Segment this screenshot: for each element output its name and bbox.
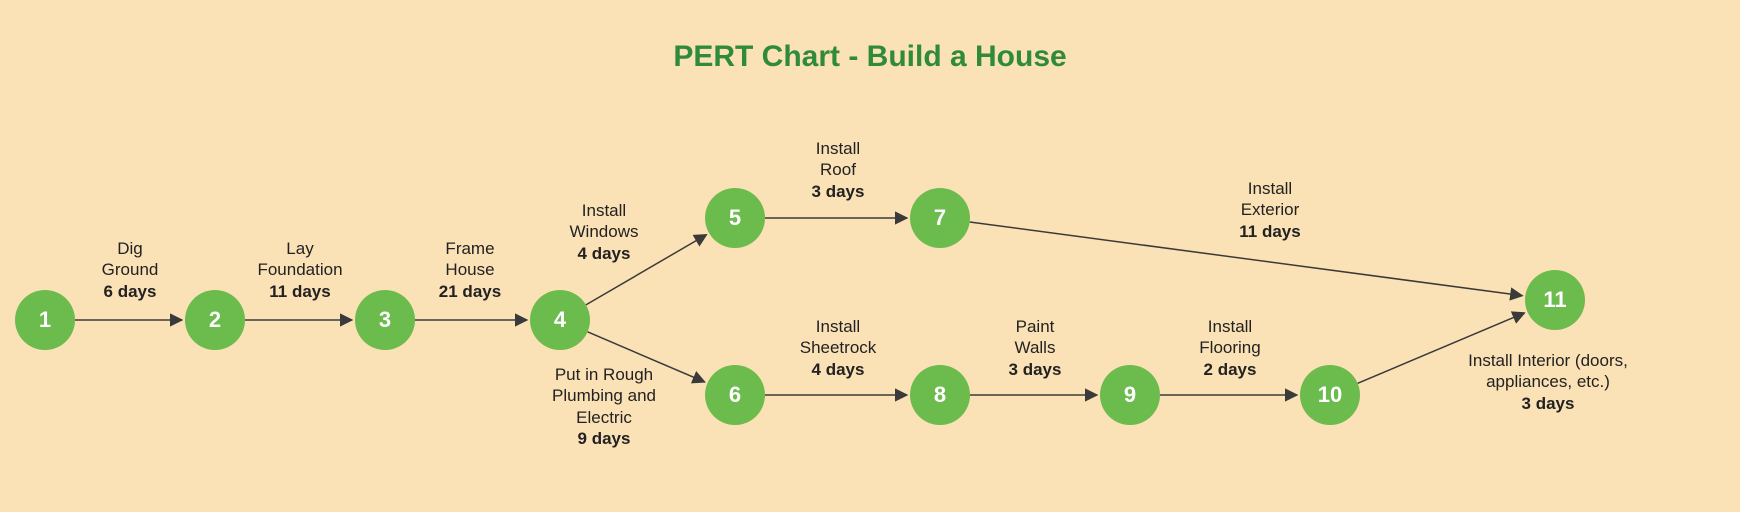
edge-label-10-11: Install Interior (doors,appliances, etc.… — [1468, 350, 1628, 414]
edge-duration: 4 days — [800, 359, 877, 380]
node-7: 7 — [910, 188, 970, 248]
edge-duration: 6 days — [102, 281, 159, 302]
edge-label-9-10: InstallFlooring2 days — [1199, 316, 1260, 380]
edge-task: LayFoundation — [257, 238, 342, 281]
node-11: 11 — [1525, 270, 1585, 330]
edge-task: InstallExterior — [1239, 178, 1300, 221]
edge-duration: 9 days — [552, 428, 656, 449]
edge-label-5-7: InstallRoof3 days — [812, 138, 865, 202]
edge-label-8-9: PaintWalls3 days — [1009, 316, 1062, 380]
edge-label-4-5: InstallWindows4 days — [570, 200, 639, 264]
edge-duration: 3 days — [1468, 393, 1628, 414]
edge-duration: 4 days — [570, 243, 639, 264]
edge-task: InstallRoof — [812, 138, 865, 181]
edge-label-7-11: InstallExterior11 days — [1239, 178, 1300, 242]
node-3: 3 — [355, 290, 415, 350]
edge-label-4-6: Put in RoughPlumbing andElectric9 days — [552, 364, 656, 449]
node-8: 8 — [910, 365, 970, 425]
edge-task: InstallSheetrock — [800, 316, 877, 359]
edge-duration: 3 days — [1009, 359, 1062, 380]
node-5: 5 — [705, 188, 765, 248]
edge-duration: 3 days — [812, 181, 865, 202]
edge-duration: 2 days — [1199, 359, 1260, 380]
edge-task: PaintWalls — [1009, 316, 1062, 359]
edge-task: InstallWindows — [570, 200, 639, 243]
edge-task: FrameHouse — [439, 238, 501, 281]
edge-task: Install Interior (doors,appliances, etc.… — [1468, 350, 1628, 393]
edge-task: DigGround — [102, 238, 159, 281]
edge-task: InstallFlooring — [1199, 316, 1260, 359]
node-6: 6 — [705, 365, 765, 425]
node-2: 2 — [185, 290, 245, 350]
edge-label-2-3: LayFoundation11 days — [257, 238, 342, 302]
node-4: 4 — [530, 290, 590, 350]
edge-label-1-2: DigGround6 days — [102, 238, 159, 302]
edge-duration: 11 days — [257, 281, 342, 302]
edge-duration: 21 days — [439, 281, 501, 302]
edge-label-3-4: FrameHouse21 days — [439, 238, 501, 302]
edge-duration: 11 days — [1239, 221, 1300, 242]
node-10: 10 — [1300, 365, 1360, 425]
node-9: 9 — [1100, 365, 1160, 425]
node-1: 1 — [15, 290, 75, 350]
edge-label-6-8: InstallSheetrock4 days — [800, 316, 877, 380]
edge-task: Put in RoughPlumbing andElectric — [552, 364, 656, 428]
